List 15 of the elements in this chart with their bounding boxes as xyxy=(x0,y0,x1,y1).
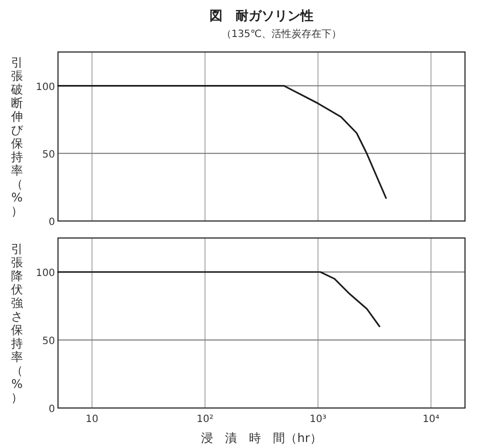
chart-subtitle: （135℃、活性炭存在下） xyxy=(221,28,342,40)
text: 引張降伏強さ保持率（%） xyxy=(11,242,23,404)
x-axis-title: 浸 漬 時 間（hr） xyxy=(201,431,322,445)
y-tick-label: 0 xyxy=(48,217,55,228)
chart-title: 図 耐ガソリン性 xyxy=(210,9,314,24)
text: 引張破断伸び保持率（%） xyxy=(11,55,23,218)
y-tick-label: 0 xyxy=(48,404,55,415)
x-tick-label: 10⁴ xyxy=(422,414,440,425)
x-tick-label: 10³ xyxy=(310,414,326,425)
x-tick-label: 10 xyxy=(86,414,98,425)
y-tick-label: 100 xyxy=(36,268,55,279)
x-tick-label: 10² xyxy=(196,414,214,425)
y-tick-label: 100 xyxy=(36,82,55,93)
y-tick-label: 50 xyxy=(42,149,55,160)
y-tick-label: 50 xyxy=(42,336,55,347)
